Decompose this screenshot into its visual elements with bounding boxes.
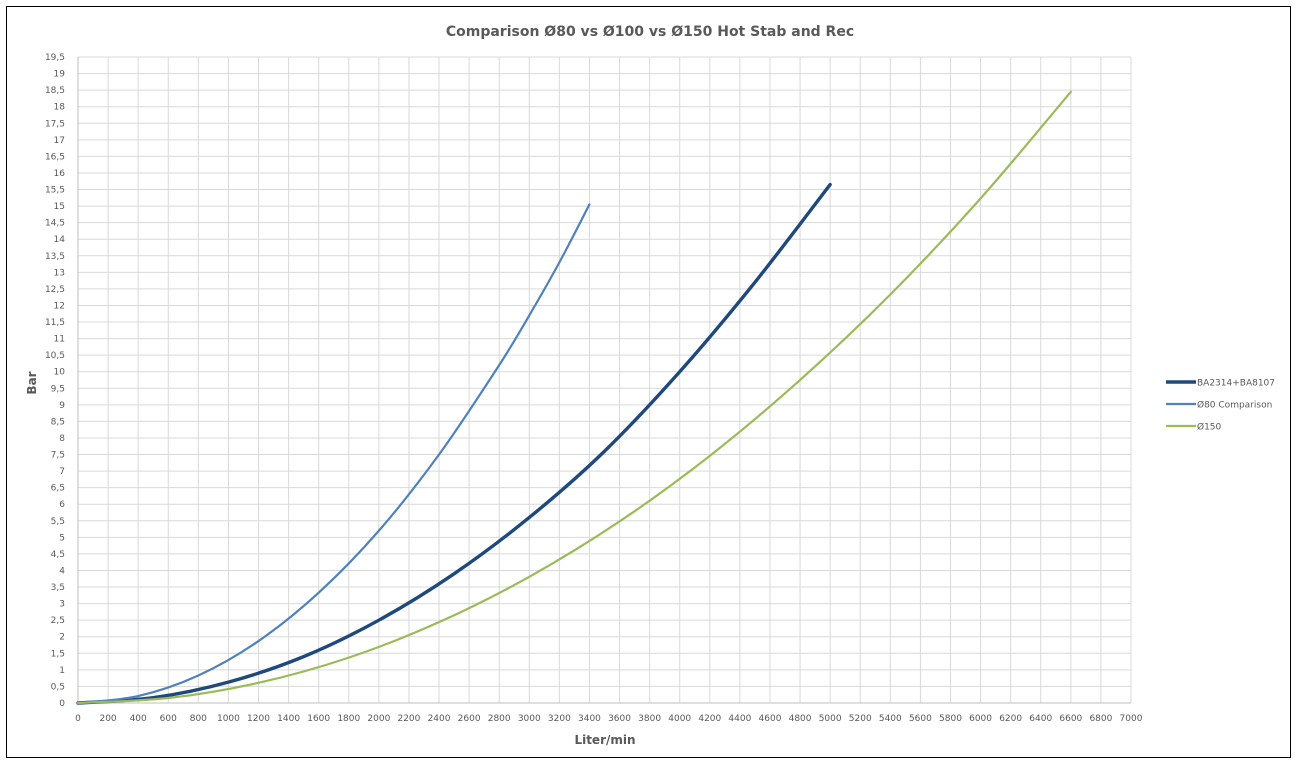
series-line-d150[interactable] [76,90,1072,705]
legend-item-ba2314-ba8107[interactable]: BA2314+BA8107 [1166,379,1275,389]
y-tick-label: 10 [54,368,66,378]
chart-frame[interactable] [6,6,1291,758]
x-tick-label: 6200 [999,714,1022,724]
y-tick-label: 19,5 [45,53,65,63]
x-tick-label: 2600 [458,714,481,724]
x-tick-label: 1600 [307,714,330,724]
series-line-d80-comparison[interactable] [76,203,591,705]
series-line-ba2314-ba8107[interactable] [76,182,832,705]
x-tick-label: 3200 [548,714,571,724]
legend-label: Ø150 [1197,422,1222,433]
x-tick-label: 5400 [879,714,902,724]
y-tick-label: 9 [59,401,65,411]
chart-title: Comparison Ø80 vs Ø100 vs Ø150 Hot Stab … [446,24,854,40]
x-tick-label: 1000 [217,714,240,724]
x-tick-label: 6400 [1029,714,1052,724]
y-tick-label: 2,5 [51,616,65,626]
series-lines [76,90,1072,705]
y-tick-label: 16 [54,169,66,179]
x-tick-label: 0 [75,714,81,724]
y-tick-label: 15,5 [45,186,65,196]
x-tick-label: 4400 [728,714,751,724]
y-tick-label: 4,5 [51,550,65,560]
x-tick-label: 2400 [428,714,451,724]
y-tick-label: 6 [59,500,65,510]
x-tick-label: 6000 [969,714,992,724]
y-tick-label: 19 [54,70,66,80]
y-tick-label: 5,5 [51,517,65,527]
y-tick-label: 14 [54,235,66,245]
x-tick-label: 5800 [939,714,962,724]
y-tick-label: 18,5 [45,86,65,96]
y-tick-label: 12 [54,301,65,311]
x-tick-label: 400 [130,714,147,724]
y-tick-label: 18 [54,103,66,113]
x-tick-label: 600 [160,714,177,724]
y-tick-label: 12,5 [45,285,65,295]
y-tick-label: 7,5 [51,451,65,461]
y-tick-label: 6,5 [51,484,65,494]
x-tick-label: 1800 [337,714,360,724]
legend-label: BA2314+BA8107 [1197,379,1275,389]
x-tick-label: 2000 [367,714,390,724]
x-tick-labels: 0 200 400 600 800 1000 1200 1400 1600 1800 2000 220… [75,714,1143,724]
legend-item-d80-comparison[interactable]: Ø80 Comparison [1166,400,1272,411]
y-tick-label: 2 [59,633,65,643]
x-tick-label: 1400 [277,714,300,724]
y-axis-title: Bar [25,371,39,394]
x-tick-label: 6800 [1089,714,1112,724]
y-tick-label: 8,5 [51,417,65,427]
y-tick-label: 17,5 [45,119,65,129]
axes [77,57,1131,704]
y-tick-label: 15 [54,202,65,212]
x-tick-label: 7000 [1120,714,1143,724]
y-tick-label: 3 [59,600,65,610]
y-tick-label: 4 [59,566,65,576]
x-axis-title: Liter/min [574,733,635,747]
gridlines [77,56,1132,704]
y-tick-label: 17 [54,136,65,146]
x-tick-label: 6600 [1059,714,1082,724]
x-tick-label: 4000 [668,714,691,724]
x-tick-label: 5600 [909,714,932,724]
y-tick-label: 3,5 [51,583,65,593]
y-tick-label: 5 [59,533,65,543]
x-tick-label: 4600 [759,714,782,724]
y-tick-label: 1 [59,666,65,676]
legend-label: Ø80 Comparison [1197,400,1272,411]
legend-item-d150[interactable]: Ø150 [1166,422,1222,433]
y-tick-label: 8 [59,434,65,444]
x-tick-label: 200 [99,714,116,724]
legend[interactable]: BA2314+BA8107 Ø80 Comparison Ø150 [1166,379,1275,433]
x-tick-label: 5000 [819,714,842,724]
y-tick-label: 16,5 [45,152,65,162]
x-tick-label: 3600 [608,714,631,724]
y-tick-label: 11 [54,335,65,345]
y-tick-label: 7 [59,467,65,477]
y-tick-label: 11,5 [45,318,65,328]
y-tick-label: 13,5 [45,252,65,262]
x-tick-label: 1200 [247,714,270,724]
y-tick-labels: 00,511,522,533,544,555,566,577,588,599,5… [45,53,65,709]
x-tick-label: 2800 [488,714,511,724]
y-tick-label: 0,5 [51,682,65,692]
x-tick-label: 5200 [849,714,872,724]
y-tick-label: 13 [54,268,65,278]
x-tick-label: 2200 [397,714,420,724]
x-tick-label: 4800 [789,714,812,724]
x-tick-label: 800 [190,714,207,724]
x-tick-label: 3800 [638,714,661,724]
y-tick-label: 9,5 [51,384,65,394]
x-tick-label: 3000 [518,714,541,724]
y-tick-label: 14,5 [45,219,65,229]
y-tick-label: 0 [59,699,65,709]
y-tick-label: 1,5 [51,649,65,659]
y-tick-label: 10,5 [45,351,65,361]
x-tick-label: 4200 [698,714,721,724]
x-tick-label: 3400 [578,714,601,724]
